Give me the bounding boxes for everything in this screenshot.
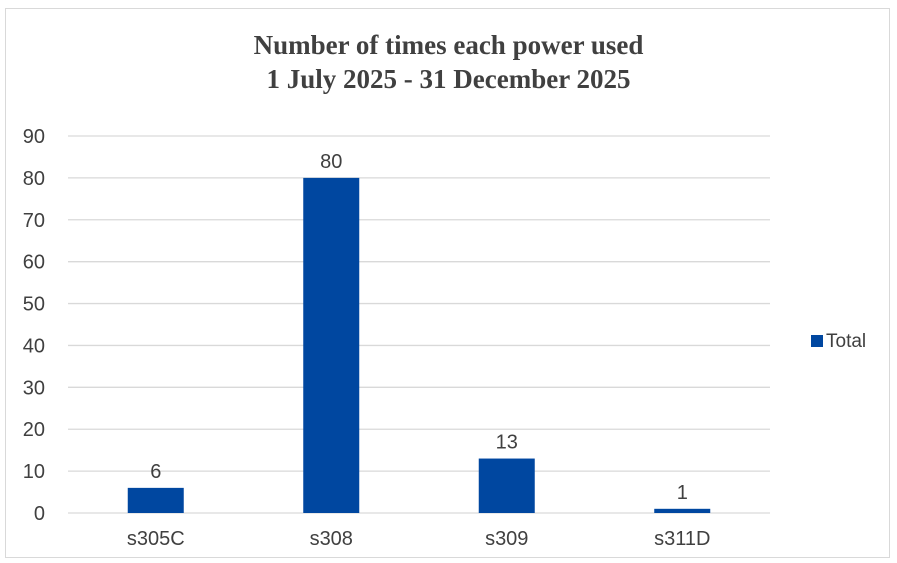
bar-s305C bbox=[127, 487, 184, 513]
data-label-s305C: 6 bbox=[150, 461, 161, 483]
legend-swatch-total bbox=[811, 335, 823, 347]
bar-s308 bbox=[303, 177, 360, 513]
chart-title-line-2: 1 July 2025 - 31 December 2025 bbox=[266, 64, 631, 94]
legend-label-total: Total bbox=[826, 331, 866, 352]
bars bbox=[127, 177, 711, 513]
legend: Total bbox=[811, 331, 866, 352]
bar-s311D bbox=[654, 508, 711, 513]
x-tick-label-s308: s308 bbox=[310, 528, 353, 550]
y-tick-label-30: 30 bbox=[23, 377, 45, 399]
chart-title: Number of times each power used 1 July 2… bbox=[0, 28, 897, 96]
data-label-s309: 13 bbox=[496, 432, 518, 454]
data-label-s308: 80 bbox=[320, 151, 342, 173]
y-tick-label-40: 40 bbox=[23, 335, 45, 357]
chart-title-line-1: Number of times each power used bbox=[253, 30, 644, 60]
data-label-s311D: 1 bbox=[677, 482, 688, 504]
y-tick-label-20: 20 bbox=[23, 419, 45, 441]
y-tick-label-70: 70 bbox=[23, 210, 45, 232]
y-tick-label-90: 90 bbox=[23, 126, 45, 148]
y-tick-label-80: 80 bbox=[23, 168, 45, 190]
y-tick-label-50: 50 bbox=[23, 294, 45, 316]
y-axis-tick-labels: 0 10 20 30 40 50 60 70 80 90 bbox=[23, 126, 45, 525]
x-tick-label-s305C: s305C bbox=[127, 528, 185, 550]
gridlines bbox=[68, 135, 770, 514]
x-tick-label-s311D: s311D bbox=[654, 528, 710, 550]
y-tick-label-10: 10 bbox=[23, 461, 45, 483]
data-labels: 6 80 13 1 bbox=[150, 151, 688, 504]
bar-s309 bbox=[478, 458, 535, 513]
x-axis-tick-labels: s305C s308 s309 s311D bbox=[127, 528, 711, 550]
chart-frame bbox=[5, 8, 890, 558]
y-tick-label-0: 0 bbox=[34, 503, 45, 525]
y-tick-label-60: 60 bbox=[23, 252, 45, 274]
x-tick-label-s309: s309 bbox=[485, 528, 528, 550]
